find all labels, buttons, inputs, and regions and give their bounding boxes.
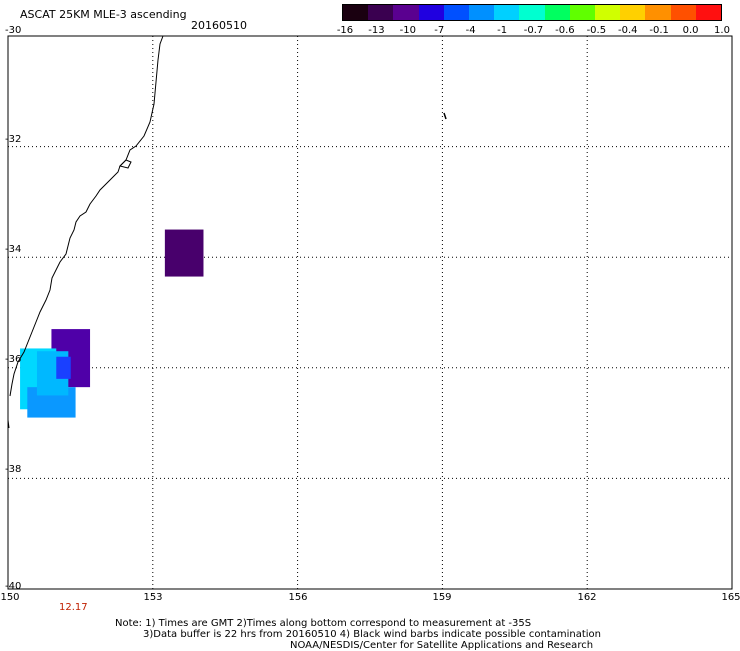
lat-label: -36 (5, 354, 22, 365)
colorbar-swatch (519, 5, 545, 20)
map-frame (7, 35, 733, 590)
colorbar-swatch (343, 5, 369, 20)
lon-label: 162 (577, 592, 597, 603)
note-line-2: 3)Data buffer is 22 hrs from 20160510 4)… (143, 629, 601, 640)
colorbar-swatch (569, 5, 596, 20)
colorbar-label: -0.4 (617, 25, 638, 36)
colorbar-label: -0.1 (649, 25, 669, 36)
colorbar-swatch (418, 5, 444, 20)
lon-label: 165 (721, 592, 740, 603)
colorbar-label: -0.6 (555, 25, 575, 36)
colorbar-swatch (494, 5, 520, 20)
map-date: 20160510 (191, 19, 247, 32)
colorbar-swatch (645, 5, 671, 20)
colorbar-label: -0.5 (586, 25, 607, 36)
colorbar-swatch (670, 5, 696, 20)
data-cell (56, 356, 71, 379)
colorbar-swatch (620, 5, 646, 20)
time-label: 12.17 (59, 602, 88, 613)
colorbar-label: 0.0 (682, 25, 699, 36)
colorbar-label: -0.7 (523, 25, 544, 36)
data-cell (164, 229, 204, 277)
coast-inlet (119, 159, 132, 169)
lon-label: 159 (432, 592, 452, 603)
lon-label: 150 (0, 592, 20, 603)
colorbar-label: -4 (465, 25, 476, 36)
lat-label: -32 (5, 134, 22, 145)
lat-label: -30 (5, 25, 22, 36)
data-cells (20, 229, 204, 418)
map-title: ASCAT 25KM MLE-3 ascending (20, 8, 187, 21)
colorbar-label: -7 (434, 25, 445, 36)
colorbar-swatch (695, 5, 722, 20)
colorbar (342, 4, 722, 21)
lat-label: -40 (5, 581, 22, 592)
colorbar-label: -16 (336, 25, 354, 36)
gridlines (8, 36, 732, 589)
island-marker (443, 112, 447, 120)
colorbar-label: -13 (368, 25, 385, 36)
lat-label: -34 (5, 244, 22, 255)
colorbar-label: 1.0 (714, 25, 730, 36)
colorbar-swatch (595, 5, 621, 20)
lon-label: 153 (143, 592, 163, 603)
note-line-3: NOAA/NESDIS/Center for Satellite Applica… (290, 640, 594, 651)
colorbar-swatch (393, 5, 419, 20)
coastline (9, 35, 164, 397)
note-line-1: Note: 1) Times are GMT 2)Times along bot… (115, 618, 532, 629)
lat-label: -38 (5, 464, 22, 475)
colorbar-label: -1 (497, 25, 508, 36)
colorbar-swatch (443, 5, 470, 20)
colorbar-swatch (469, 5, 495, 20)
colorbar-swatch (368, 5, 394, 20)
colorbar-label: -10 (399, 25, 416, 36)
colorbar-swatch (544, 5, 570, 20)
lon-label: 156 (288, 592, 308, 603)
